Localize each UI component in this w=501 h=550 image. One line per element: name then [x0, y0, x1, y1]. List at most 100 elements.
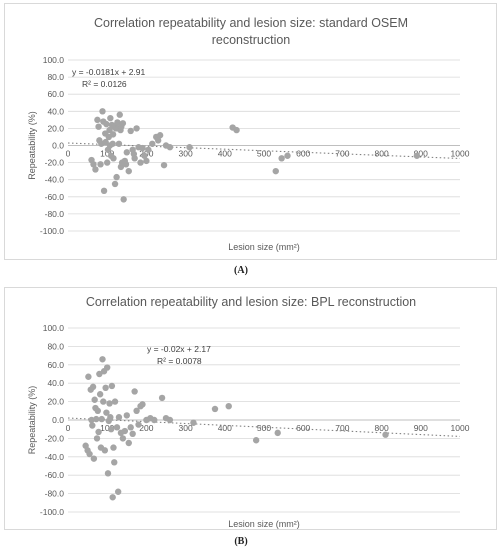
data-point: [93, 435, 101, 442]
data-point: [89, 383, 97, 391]
data-point: [154, 137, 162, 144]
data-point: [109, 140, 116, 147]
data-point: [98, 415, 105, 423]
x-tick-label: 800: [375, 149, 389, 159]
data-point: [211, 405, 219, 413]
y-axis-title: Repeatability (%): [27, 111, 37, 180]
data-point: [129, 430, 136, 437]
scatter-chart-b: Correlation repeatability and lesion siz…: [27, 295, 470, 529]
data-point: [111, 398, 119, 405]
x-tick-label: 200: [139, 423, 153, 433]
data-point: [413, 152, 421, 159]
data-point: [145, 146, 152, 153]
data-point: [104, 364, 111, 371]
y-tick-label: 60.0: [47, 89, 64, 99]
data-point: [121, 427, 129, 435]
y-tick-label: -80.0: [45, 489, 65, 499]
data-point: [100, 398, 107, 405]
data-point: [89, 422, 96, 429]
data-point: [96, 370, 103, 378]
data-point: [92, 166, 99, 173]
r-squared-label: R² = 0.0078: [157, 356, 202, 366]
x-tick-label: 1000: [451, 149, 470, 159]
data-point: [252, 437, 260, 444]
y-tick-label: 40.0: [47, 378, 64, 388]
data-point: [284, 152, 291, 159]
chart-title: Correlation repeatability and lesion siz…: [86, 295, 416, 309]
x-tick-label: 400: [218, 423, 232, 433]
trendline: [67, 142, 461, 160]
data-point: [131, 155, 138, 162]
r-squared-label: R² = 0.0126: [82, 79, 127, 89]
x-tick-label: 900: [414, 423, 428, 433]
data-point: [233, 126, 240, 134]
data-point: [382, 431, 389, 438]
data-point: [107, 414, 114, 421]
data-point: [110, 444, 117, 451]
data-point: [95, 428, 102, 436]
chart-title: Correlation repeatability and lesion siz…: [94, 16, 408, 30]
data-point: [125, 439, 132, 447]
data-point: [139, 144, 146, 152]
x-tick-label: 500: [257, 423, 271, 433]
data-point: [115, 140, 123, 147]
data-point: [104, 470, 112, 477]
data-point: [114, 119, 121, 126]
data-point: [106, 126, 113, 134]
data-point: [120, 196, 127, 203]
trendline-equation: y = -0.0181x + 2.91: [72, 67, 146, 77]
panel-label-b: (B): [234, 536, 248, 547]
data-point: [107, 114, 114, 122]
data-point: [131, 388, 138, 395]
data-point: [110, 155, 117, 162]
data-point: [137, 159, 144, 166]
data-point: [139, 401, 146, 408]
data-point: [106, 400, 113, 407]
data-point: [93, 415, 100, 423]
data-point: [149, 140, 156, 147]
data-point: [99, 356, 106, 363]
x-tick-label: 100: [100, 149, 114, 159]
data-point: [133, 125, 140, 132]
y-tick-label: -20.0: [45, 158, 65, 168]
x-tick-label: 100: [100, 423, 114, 433]
x-tick-label: 600: [296, 149, 310, 159]
y-tick-label: 40.0: [47, 106, 64, 116]
data-point: [225, 403, 232, 410]
data-point: [158, 394, 166, 402]
data-point: [103, 120, 110, 128]
data-point: [186, 144, 193, 151]
data-point: [123, 412, 130, 419]
data-point: [125, 167, 132, 175]
data-point: [99, 108, 106, 115]
data-point: [111, 180, 119, 188]
y-axis-title: Repeatability (%): [27, 386, 37, 455]
chart-subtitle: reconstruction: [212, 33, 291, 47]
y-tick-label: -40.0: [45, 452, 65, 462]
data-point: [95, 123, 102, 130]
y-tick-label: -40.0: [45, 175, 65, 185]
y-tick-label: -60.0: [45, 470, 65, 480]
data-point: [109, 131, 117, 138]
y-tick-label: 80.0: [47, 341, 64, 351]
x-tick-label: 900: [414, 149, 428, 159]
data-point: [101, 447, 109, 454]
data-point: [116, 111, 123, 118]
data-point: [119, 120, 127, 127]
y-tick-label: -20.0: [45, 433, 65, 443]
x-axis-title: Lesion size (mm²): [228, 242, 300, 252]
y-tick-label: 20.0: [47, 397, 64, 407]
x-tick-label: 300: [179, 149, 193, 159]
x-tick-label: 400: [218, 149, 232, 159]
y-tick-label: 80.0: [47, 72, 64, 82]
data-point: [135, 421, 142, 428]
data-point: [102, 384, 109, 391]
data-point: [272, 167, 279, 175]
data-point: [115, 414, 123, 421]
data-point: [96, 391, 104, 398]
trendline: [67, 417, 461, 437]
data-point: [274, 429, 281, 437]
data-point: [133, 407, 140, 414]
data-point: [108, 382, 116, 390]
data-point: [97, 161, 104, 168]
